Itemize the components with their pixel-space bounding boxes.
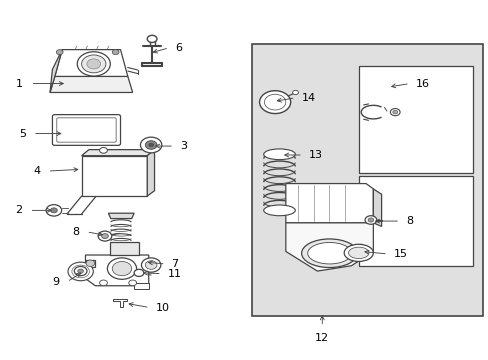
Circle shape xyxy=(100,148,107,153)
FancyBboxPatch shape xyxy=(52,114,120,145)
Polygon shape xyxy=(55,50,127,76)
Circle shape xyxy=(145,141,157,149)
Text: 5: 5 xyxy=(19,129,26,139)
Circle shape xyxy=(134,269,143,276)
Bar xyxy=(134,283,148,289)
Polygon shape xyxy=(147,150,154,196)
Circle shape xyxy=(74,266,87,276)
Circle shape xyxy=(259,91,290,113)
Polygon shape xyxy=(50,76,132,93)
Circle shape xyxy=(107,258,136,279)
Text: 4: 4 xyxy=(33,166,40,176)
Text: 12: 12 xyxy=(315,333,329,343)
Circle shape xyxy=(78,269,83,273)
Ellipse shape xyxy=(81,55,106,73)
Ellipse shape xyxy=(87,59,101,69)
Circle shape xyxy=(392,111,397,114)
Circle shape xyxy=(389,109,399,116)
Text: 15: 15 xyxy=(393,249,407,259)
Circle shape xyxy=(50,208,57,213)
Text: 1: 1 xyxy=(16,78,23,89)
Text: 3: 3 xyxy=(180,141,186,151)
Circle shape xyxy=(140,137,162,153)
Circle shape xyxy=(72,265,89,278)
Circle shape xyxy=(112,261,131,276)
Polygon shape xyxy=(285,223,372,271)
Circle shape xyxy=(112,50,119,55)
Ellipse shape xyxy=(307,243,351,264)
Polygon shape xyxy=(81,150,154,156)
Polygon shape xyxy=(110,242,139,255)
Text: 7: 7 xyxy=(171,259,178,269)
Circle shape xyxy=(128,280,136,286)
Polygon shape xyxy=(50,50,62,93)
Text: 2: 2 xyxy=(15,205,22,215)
Ellipse shape xyxy=(344,244,372,261)
Text: 16: 16 xyxy=(415,78,429,89)
Polygon shape xyxy=(85,255,148,286)
Text: 14: 14 xyxy=(301,93,315,103)
Bar xyxy=(251,44,482,316)
Text: 13: 13 xyxy=(308,150,322,160)
Circle shape xyxy=(367,218,373,222)
Text: 8: 8 xyxy=(405,216,412,226)
Bar xyxy=(358,176,472,266)
Ellipse shape xyxy=(348,247,368,258)
Bar xyxy=(358,66,472,173)
Polygon shape xyxy=(372,189,381,226)
Circle shape xyxy=(102,234,108,239)
Polygon shape xyxy=(113,299,126,307)
Polygon shape xyxy=(85,260,95,267)
Ellipse shape xyxy=(77,52,110,76)
Circle shape xyxy=(264,94,285,110)
Circle shape xyxy=(147,35,157,42)
Circle shape xyxy=(98,231,112,241)
Circle shape xyxy=(100,280,107,286)
FancyBboxPatch shape xyxy=(57,118,116,142)
Circle shape xyxy=(141,258,161,272)
Ellipse shape xyxy=(263,205,295,216)
Circle shape xyxy=(46,204,61,216)
Circle shape xyxy=(56,50,63,55)
Circle shape xyxy=(68,262,93,281)
Ellipse shape xyxy=(263,149,295,159)
Text: 6: 6 xyxy=(175,43,182,53)
Polygon shape xyxy=(285,184,372,223)
Circle shape xyxy=(365,216,376,224)
Ellipse shape xyxy=(301,239,357,267)
Text: 10: 10 xyxy=(155,302,169,312)
Circle shape xyxy=(148,143,153,147)
Circle shape xyxy=(292,90,298,95)
Polygon shape xyxy=(108,213,134,219)
Polygon shape xyxy=(81,156,147,196)
Text: 11: 11 xyxy=(167,269,182,279)
Text: 9: 9 xyxy=(53,277,60,287)
Text: 8: 8 xyxy=(72,227,79,237)
Circle shape xyxy=(86,260,95,266)
Circle shape xyxy=(145,261,157,269)
